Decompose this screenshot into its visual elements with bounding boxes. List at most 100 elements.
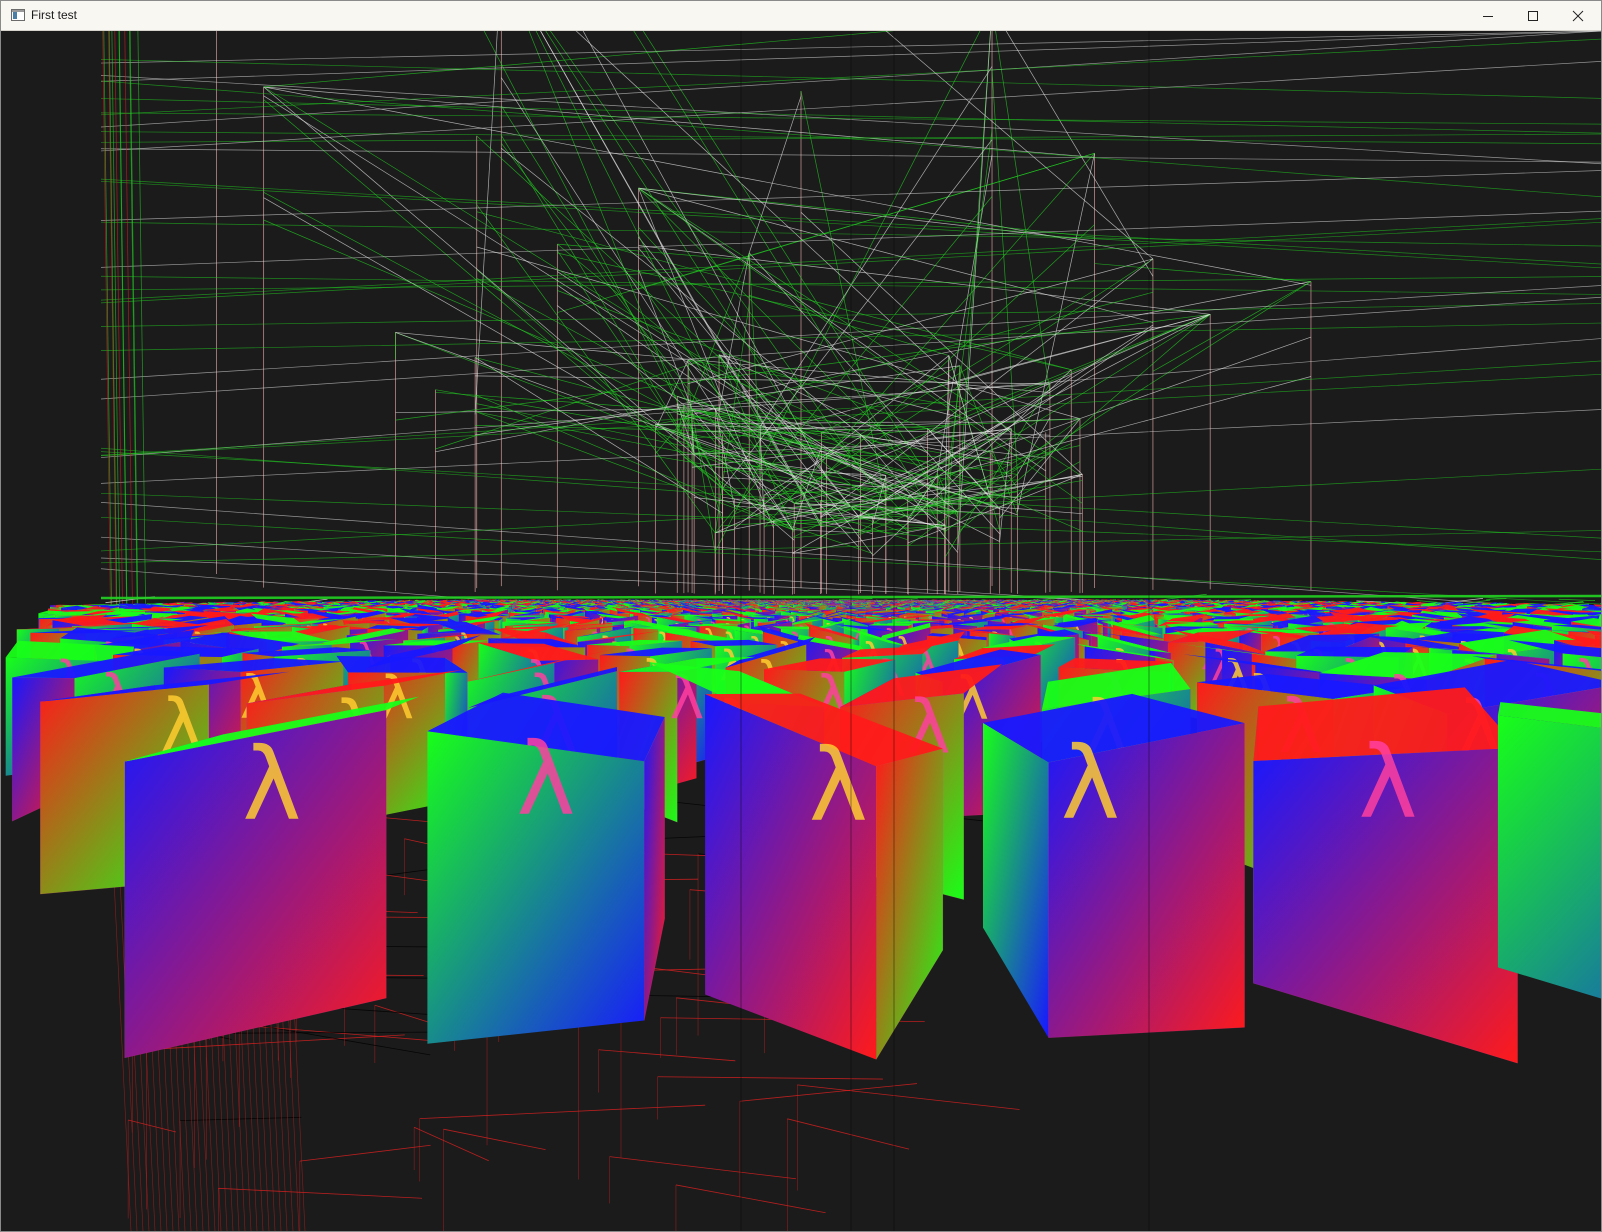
wire-edge: [638, 187, 1154, 323]
cube-field: λλλλλλλλλλλλλλλλλλλλλλλλλλλλλλλλλλλλλλλλ…: [5, 599, 1601, 1064]
wire-edge: [885, 31, 1154, 260]
wire-edge: [263, 99, 735, 500]
wire-edge: [582, 31, 827, 478]
wire-edge: [749, 295, 949, 356]
wire-edge: [263, 86, 1312, 286]
wire-wall: [129, 31, 138, 632]
wire-edge: [826, 454, 938, 504]
render-viewport[interactable]: λλλλλλλλλλλλλλλλλλλλλλλλλλλλλλλλλλλλλλλλ…: [1, 31, 1601, 1231]
wire-wall: [114, 31, 124, 632]
wire-edge: [759, 66, 993, 427]
wire-edge: [692, 408, 1018, 490]
wire-wall: [118, 31, 128, 632]
wire-edge: [722, 488, 795, 517]
wire-edge: [692, 444, 958, 513]
wire-edge: [764, 511, 958, 527]
wire-edge: [263, 219, 678, 397]
wire-edge: [694, 452, 821, 502]
wire-edge: [722, 496, 735, 500]
wire-edge: [1005, 31, 1154, 277]
wire-edge: [763, 153, 1095, 528]
wire-edge: [263, 86, 945, 510]
horizon-line: [1558, 598, 1596, 602]
wire-edge: [714, 196, 993, 534]
wire-edge: [687, 258, 1154, 384]
wire-edge: [691, 409, 716, 554]
wire-edge: [826, 467, 958, 513]
wire-edge: [957, 314, 1211, 533]
wire-edge: [860, 313, 1211, 466]
wire-edge: [773, 376, 1312, 521]
wire-edge: [907, 475, 1083, 498]
wire-under: [419, 1104, 706, 1120]
wire-edge: [575, 31, 1012, 434]
wire-edge: [734, 355, 950, 529]
wire-edge: [718, 354, 795, 533]
wire-edge: [688, 359, 960, 408]
wire-wall: [137, 31, 147, 632]
wire-under: [180, 1116, 302, 1122]
wire-edge: [476, 277, 716, 409]
wire-edge: [557, 271, 946, 526]
minimize-button[interactable]: [1465, 1, 1511, 30]
wire-edge: [792, 529, 859, 534]
wire-edge: [638, 187, 1083, 504]
wire-edge: [792, 428, 1012, 538]
maximize-button[interactable]: [1510, 1, 1556, 30]
wire-wall: [103, 31, 113, 632]
wire-edge: [748, 96, 802, 253]
wire-edge: [638, 245, 1211, 315]
wire-edge: [557, 305, 685, 406]
wire-under: [675, 1184, 826, 1214]
wire-edge: [860, 434, 959, 553]
wire-edge: [715, 483, 827, 534]
wire-edge: [475, 403, 886, 488]
wire-edge: [714, 303, 750, 533]
wire-edge: [474, 357, 723, 514]
wire-edge: [638, 236, 859, 517]
maximize-icon: [1528, 10, 1538, 21]
wire-edge: [885, 445, 1081, 488]
wire-edge: [557, 290, 991, 453]
title-bar[interactable]: First test: [1, 1, 1601, 31]
wire-edge: [748, 252, 761, 460]
wire-edge: [734, 505, 946, 526]
close-button[interactable]: [1555, 1, 1601, 30]
wire-edge: [794, 224, 1095, 504]
wire-edge: [687, 359, 1083, 532]
wire-edge: [1094, 263, 1311, 282]
wire-edge: [683, 418, 1080, 439]
wire-edge: [759, 426, 765, 521]
wire-edge: [395, 332, 946, 531]
wire-edge: [691, 426, 695, 454]
wire-under: [443, 1128, 546, 1151]
wire-edge: [907, 475, 938, 519]
wire-edge: [734, 498, 765, 501]
wire-edge: [820, 500, 859, 518]
wire-edge: [638, 187, 938, 487]
wire-edge: [677, 426, 1018, 475]
wire-under: [299, 1144, 431, 1162]
wire-edge: [638, 247, 859, 517]
wire-edge: [476, 135, 822, 452]
horizon-line: [1486, 598, 1507, 600]
wire-under: [218, 1187, 423, 1199]
wire-edge: [794, 492, 827, 504]
wire-edge: [722, 139, 993, 489]
wire-edge: [715, 475, 1012, 534]
wire-edge: [944, 442, 1051, 501]
wire-under: [598, 1049, 736, 1062]
wire-under: [413, 1126, 489, 1162]
wire-edge: [858, 480, 1083, 517]
wire-edge: [792, 447, 822, 530]
wire-edge: [948, 313, 1211, 420]
close-icon: [1572, 10, 1584, 21]
wire-edge: [800, 212, 1083, 475]
wire-edge: [475, 365, 960, 436]
minimize-icon: [1483, 15, 1493, 17]
wire-edge: [557, 243, 750, 261]
wire-edge: [692, 428, 1012, 468]
window-title: First test: [31, 8, 78, 22]
wire-edge: [718, 354, 960, 418]
wire-edge: [528, 31, 678, 402]
